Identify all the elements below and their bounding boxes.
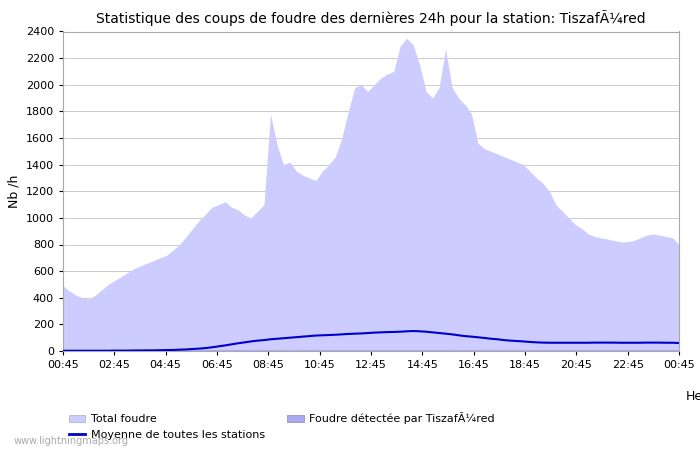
Title: Statistique des coups de foudre des dernières 24h pour la station: TiszafÃ¼red: Statistique des coups de foudre des dern…	[96, 10, 646, 26]
Y-axis label: Nb /h: Nb /h	[7, 175, 20, 208]
Text: Heure: Heure	[686, 390, 700, 403]
Text: www.lightningmaps.org: www.lightningmaps.org	[14, 436, 129, 446]
Legend: Total foudre, Moyenne de toutes les stations, Foudre détectée par TiszafÃ¼red: Total foudre, Moyenne de toutes les stat…	[69, 413, 495, 440]
